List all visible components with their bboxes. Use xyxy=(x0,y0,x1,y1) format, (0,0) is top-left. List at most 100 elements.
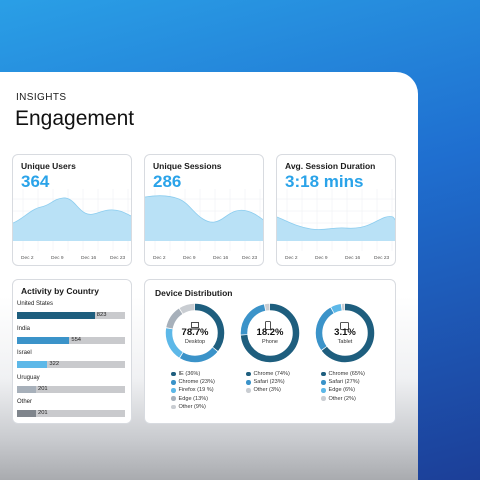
x-tick-label: Dec 9 xyxy=(183,256,196,261)
legend-swatch xyxy=(246,388,251,393)
device-legend: IE (36%) Chrome (23%) Firefox (19 %) Edge (… xyxy=(171,370,215,411)
legend-item: Chrome (74%) xyxy=(246,370,290,378)
legend-swatch xyxy=(171,396,176,401)
x-tick-label: Dec 16 xyxy=(81,256,97,261)
country-bar-track xyxy=(17,361,125,368)
device-name: Desktop xyxy=(184,339,206,345)
device-percentage: 3.1% xyxy=(334,327,356,338)
legend-label: Chrome (74%) xyxy=(253,371,290,378)
country-label: Other xyxy=(17,399,33,405)
card-title: Activity by Country xyxy=(21,286,99,296)
legend-item: Safari (27%) xyxy=(321,378,365,386)
phone-icon xyxy=(265,317,271,335)
legend-label: Safari (23%) xyxy=(253,379,285,386)
country-bar[interactable] xyxy=(17,336,70,344)
x-tick-label: Dec 2 xyxy=(21,256,34,261)
legend-item: Safari (23%) xyxy=(246,378,290,386)
country-bar[interactable] xyxy=(17,410,36,417)
legend-item: Other (2%) xyxy=(321,395,365,403)
activity-by-country-card[interactable]: Activity by Country United States 823 Indi… xyxy=(12,279,132,424)
legend-label: Chrome (23%) xyxy=(178,379,215,386)
laptop-icon xyxy=(190,317,200,335)
card-metric: 286 xyxy=(153,172,182,191)
tablet-icon xyxy=(340,317,349,335)
country-value: 201 xyxy=(37,410,48,416)
x-tick-label: Dec 23 xyxy=(110,256,126,261)
x-tick-label: Dec 9 xyxy=(51,256,64,261)
card-title: Avg. Session Duration xyxy=(285,161,376,171)
device-name: Tablet xyxy=(337,339,353,345)
legend-swatch xyxy=(171,380,176,385)
legend-swatch xyxy=(321,371,326,377)
legend-swatch xyxy=(246,380,251,385)
legend-item: Chrome (23%) xyxy=(171,378,215,386)
legend-item: Edge (13%) xyxy=(171,395,215,403)
legend-item: IE (36%) xyxy=(171,370,215,378)
legend-item: Edge (6%) xyxy=(321,386,365,394)
country-value: 201 xyxy=(37,385,48,392)
legend-swatch xyxy=(321,396,326,401)
x-tick-label: Dec 9 xyxy=(315,256,328,261)
legend-swatch xyxy=(321,380,326,385)
country-label: India xyxy=(17,325,31,332)
card-title: Device Distribution xyxy=(155,288,233,298)
country-bar[interactable] xyxy=(17,361,48,368)
device-legend: Chrome (74%) Safari (23%) Other (3%) xyxy=(246,370,290,395)
country-label: Uruguay xyxy=(17,374,40,381)
device-donut-desktop[interactable] xyxy=(164,302,226,364)
legend-item: Firefox (19 %) xyxy=(171,386,215,394)
country-value: 823 xyxy=(96,312,107,318)
legend-label: Firefox (19 %) xyxy=(178,387,214,394)
legend-swatch xyxy=(171,388,176,393)
country-bar-track xyxy=(17,385,125,393)
legend-swatch xyxy=(246,371,251,377)
device-percentage: 78.7% xyxy=(181,327,209,338)
country-bar-track xyxy=(17,336,125,344)
country-label: United States xyxy=(17,301,54,307)
legend-label: Other (9%) xyxy=(178,403,206,410)
legend-swatch xyxy=(171,404,176,410)
device-distribution-card[interactable]: Device Distribution 78.7% Desktop IE (36%)… xyxy=(144,279,396,424)
avg-session-duration-card[interactable]: Avg. Session Duration 3:18 mins Dec 2 De… xyxy=(276,154,396,266)
legend-item: Other (9%) xyxy=(171,403,215,411)
x-tick-label: Dec 16 xyxy=(345,256,361,261)
legend-label: Safari (27%) xyxy=(328,379,360,386)
legend-item: Chrome (65%) xyxy=(321,370,365,378)
device-name: Phone xyxy=(262,339,278,345)
sessions-sparkline xyxy=(145,189,263,251)
page-title: Engagement xyxy=(15,107,135,130)
legend-label: Chrome (65%) xyxy=(328,371,365,378)
country-bar[interactable] xyxy=(17,385,36,393)
x-tick-label: Dec 23 xyxy=(374,256,390,261)
country-bar-track xyxy=(17,410,125,417)
duration-sparkline xyxy=(277,189,395,251)
x-tick-label: Dec 16 xyxy=(213,256,229,261)
country-value: 322 xyxy=(49,361,60,367)
x-tick-label: Dec 23 xyxy=(242,256,258,261)
device-percentage: 18.2% xyxy=(256,327,284,338)
unique-users-card[interactable]: Unique Users 364 Dec 2 Dec 9 Dec 16 Dec … xyxy=(12,154,132,266)
legend-swatch xyxy=(171,371,176,377)
legend-label: IE (36%) xyxy=(178,371,201,378)
legend-label: Edge (13%) xyxy=(178,395,209,402)
country-label: Israel xyxy=(17,350,32,356)
country-value: 554 xyxy=(71,336,82,343)
device-donut-phone[interactable] xyxy=(239,302,301,364)
page-overline: INSIGHTS xyxy=(16,92,67,103)
card-metric: 364 xyxy=(21,172,50,191)
x-tick-label: Dec 2 xyxy=(153,256,166,261)
legend-item: Other (3%) xyxy=(246,386,290,394)
legend-label: Edge (6%) xyxy=(328,387,355,394)
unique-sessions-card[interactable]: Unique Sessions 286 Dec 2 Dec 9 Dec 16 D… xyxy=(144,154,264,266)
device-legend: Chrome (65%) Safari (27%) Edge (6%) Other (… xyxy=(321,370,365,403)
dashboard-panel: INSIGHTS Engagement Unique Users 364 Dec… xyxy=(0,72,418,480)
card-metric: 3:18 mins xyxy=(285,172,364,191)
users-sparkline xyxy=(13,189,131,251)
card-title: Unique Sessions xyxy=(153,161,222,171)
legend-label: Other (2%) xyxy=(328,395,356,402)
device-donut-tablet[interactable] xyxy=(314,302,376,364)
legend-label: Other (3%) xyxy=(253,387,281,394)
legend-swatch xyxy=(321,388,326,393)
card-title: Unique Users xyxy=(21,161,76,171)
country-bar[interactable] xyxy=(17,312,95,319)
